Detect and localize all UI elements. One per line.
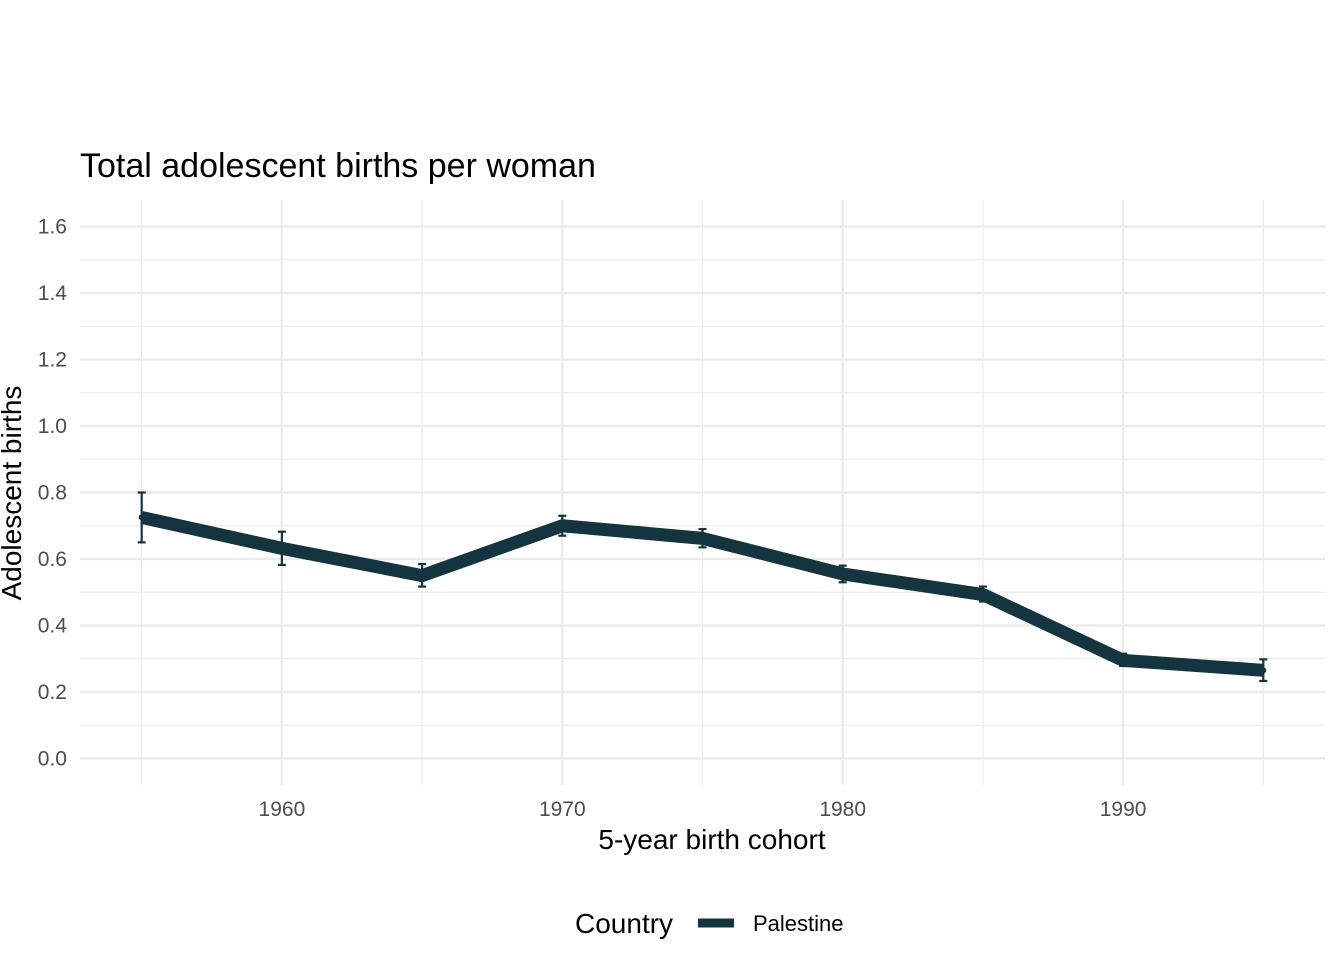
data-marks [137,491,1268,683]
legend-label-palestine: Palestine [753,911,844,936]
x-axis-title: 5-year birth cohort [598,824,825,855]
y-tick-label: 1.6 [38,216,67,239]
y-tick-label: 0.2 [38,681,67,704]
y-tick-label: 0.6 [38,548,67,571]
data-point [278,545,285,552]
chart-title: Total adolescent births per woman [80,147,596,185]
y-axis-ticks: 0.0 0.2 0.4 0.6 0.8 1.0 1.2 1.4 1.6 [38,216,68,771]
data-point [839,570,846,577]
data-point [1260,667,1267,674]
data-point [699,535,706,542]
y-tick-label: 1.4 [38,282,68,305]
legend-title: Country [575,908,673,939]
x-tick-label: 1990 [1100,798,1147,821]
y-tick-label: 0.0 [38,747,67,770]
data-point [419,572,426,579]
x-axis-ticks: 1960 1970 1980 1990 [259,798,1147,821]
x-tick-label: 1960 [259,798,306,821]
y-axis-title: Adolescent births [0,386,27,601]
y-tick-label: 1.2 [38,349,67,372]
y-tick-label: 0.8 [38,482,67,505]
data-point [138,514,145,521]
grid [80,200,1325,785]
data-point [559,522,566,529]
x-tick-label: 1970 [539,798,586,821]
legend: Country Palestine [575,908,844,939]
data-point [979,591,986,598]
data-point [1120,657,1127,664]
y-tick-label: 0.4 [38,614,68,637]
x-tick-label: 1980 [819,798,866,821]
y-tick-label: 1.0 [38,415,67,438]
